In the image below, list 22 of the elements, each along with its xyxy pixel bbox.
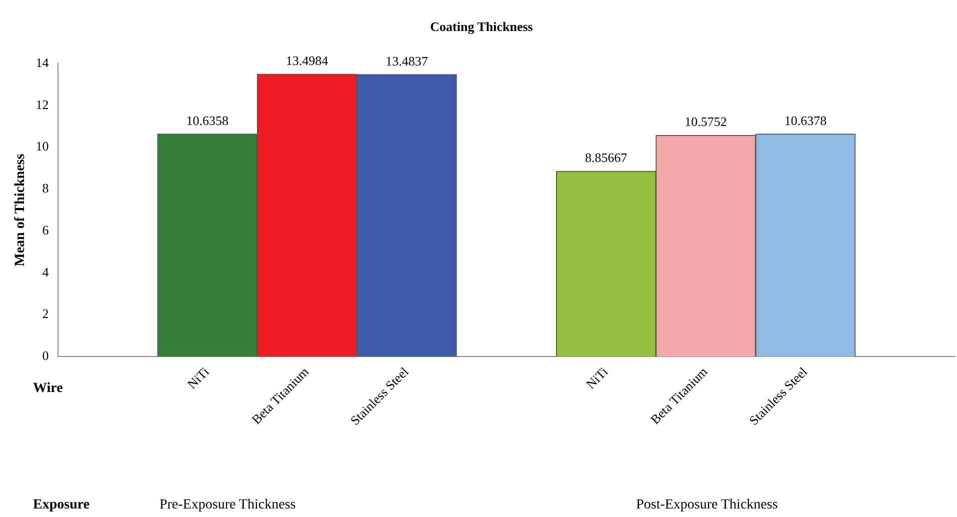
text: Wire bbox=[33, 381, 63, 396]
y-tick-label: 14 bbox=[36, 55, 50, 70]
data-label: 13.4837 bbox=[386, 53, 428, 68]
y-axis-title: Mean of Thickness bbox=[13, 153, 28, 266]
y-tick-label: 10 bbox=[36, 138, 49, 154]
data-label: 10.6378 bbox=[784, 112, 827, 128]
chart-title: Coating Thickness bbox=[430, 19, 533, 34]
y-tick-label: 4 bbox=[42, 264, 50, 280]
y-tick-label: 12 bbox=[36, 96, 49, 112]
text: Exposure bbox=[33, 498, 90, 513]
data-label: 13.4984 bbox=[286, 53, 329, 68]
text: Post-Exposure Thickness bbox=[636, 498, 778, 513]
data-label: 10.5752 bbox=[684, 114, 727, 130]
y-tick-label: 0 bbox=[42, 348, 49, 364]
y-tick-label: 2 bbox=[42, 306, 49, 322]
text: Pre-Exposure Thickness bbox=[159, 498, 296, 513]
data-label: 8.85667 bbox=[584, 150, 628, 166]
data-label: 10.6358 bbox=[186, 112, 228, 128]
y-tick-label: 6 bbox=[42, 222, 50, 238]
y-tick-label: 8 bbox=[42, 180, 49, 196]
x-tick-label: NiTi bbox=[184, 364, 212, 392]
x-tick-label: NiTi bbox=[582, 364, 611, 392]
